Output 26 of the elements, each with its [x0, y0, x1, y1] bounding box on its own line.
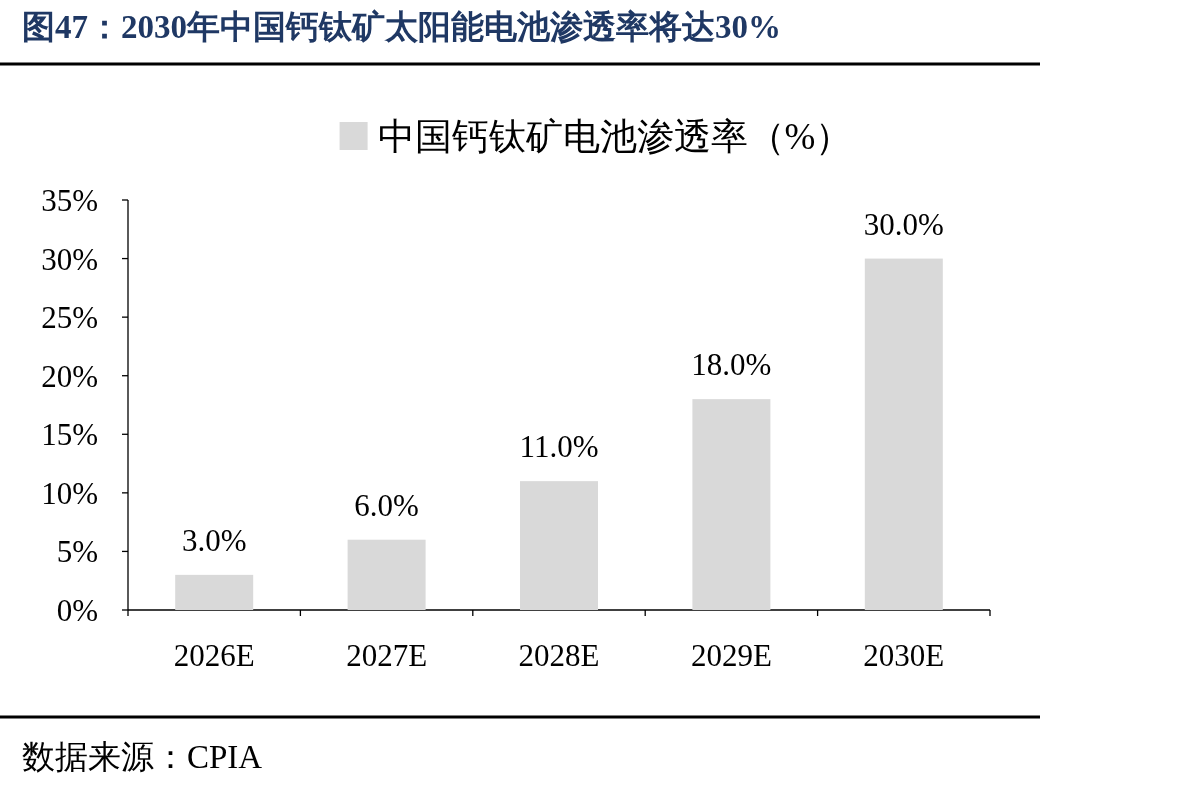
bar — [692, 399, 771, 610]
x-tick-label: 2029E — [690, 638, 772, 673]
x-tick-label: 2030E — [863, 638, 945, 673]
data-label: 3.0% — [181, 522, 247, 558]
bar — [175, 574, 254, 610]
data-label: 11.0% — [519, 429, 599, 465]
source-note: 数据来源：CPIA — [22, 739, 263, 775]
chart-title: 图47：2030年中国钙钛矿太阳能电池渗透率将达30% — [22, 9, 781, 45]
bar — [347, 539, 426, 610]
y-tick-label: 10% — [41, 475, 98, 511]
y-tick-label: 25% — [41, 300, 98, 336]
y-tick-label: 5% — [56, 534, 98, 570]
y-tick-label: 15% — [41, 417, 98, 453]
legend-label: 中国钙钛矿电池渗透率（%） — [377, 116, 853, 157]
x-tick-label: 2026E — [173, 638, 255, 673]
data-label: 18.0% — [691, 347, 772, 383]
y-tick-label: 20% — [41, 358, 98, 394]
data-label: 6.0% — [354, 487, 419, 523]
y-tick-label: 30% — [41, 241, 98, 277]
x-tick-label: 2028E — [518, 638, 600, 673]
bar — [520, 481, 598, 610]
y-tick-label: 35% — [41, 183, 98, 218]
x-tick-label: 2027E — [346, 638, 428, 673]
bar — [864, 258, 943, 610]
data-label: 30.0% — [863, 206, 944, 242]
y-tick-label: 0% — [56, 593, 98, 628]
